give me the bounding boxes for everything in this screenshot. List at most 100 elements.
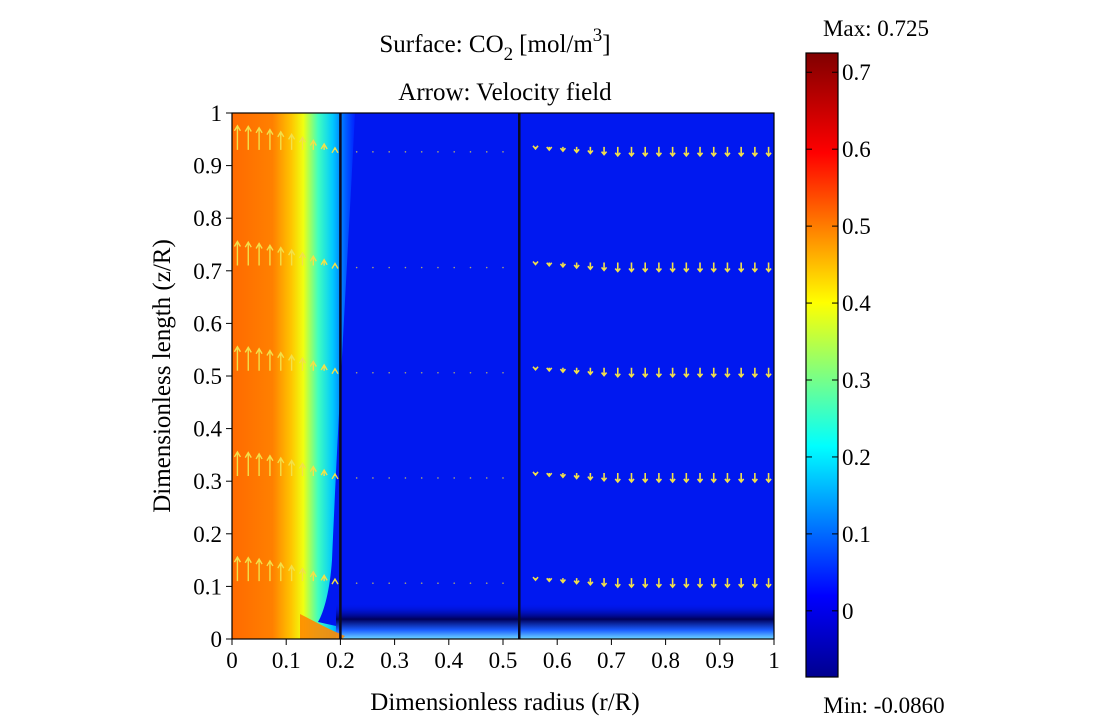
velocity-arrow-up	[298, 135, 307, 150]
velocity-arrow-down	[587, 578, 594, 587]
velocity-arrow-up	[298, 462, 307, 476]
x-tick-label: 0.8	[651, 648, 680, 673]
y-tick-label: 0.9	[193, 154, 222, 179]
colorbar-tick-label: 0	[842, 599, 854, 624]
velocity-arrow-down	[642, 472, 649, 484]
velocity-arrow-down	[559, 367, 567, 374]
velocity-arrow-down	[765, 146, 772, 158]
velocity-arrow-down	[600, 578, 608, 588]
velocity-arrow-down	[573, 578, 580, 585]
velocity-arrow-up	[244, 346, 252, 371]
colorbar-tick-label: 0.2	[842, 445, 871, 470]
chart-title-arrow: Arrow: Velocity field	[398, 79, 612, 106]
velocity-dot	[404, 477, 407, 479]
velocity-dot	[420, 151, 423, 153]
velocity-arrow-down	[559, 146, 567, 153]
velocity-arrow-down	[683, 472, 690, 484]
velocity-arrow-down	[559, 472, 567, 479]
velocity-arrow-down	[532, 145, 539, 151]
velocity-arrow-up	[288, 564, 296, 582]
velocity-dot	[355, 266, 358, 269]
velocity-arrow-down	[559, 578, 567, 584]
velocity-arrow-down	[710, 472, 717, 484]
velocity-arrow-up	[244, 556, 252, 582]
velocity-arrow-down	[669, 472, 676, 484]
velocity-dot	[355, 582, 358, 584]
velocity-arrow-down	[614, 146, 621, 158]
x-tick-label: 1	[768, 648, 780, 673]
velocity-arrow-up	[309, 570, 317, 582]
velocity-arrow-down	[751, 262, 758, 273]
x-tick-label: 0.6	[543, 648, 572, 673]
velocity-arrow-down	[696, 262, 704, 273]
velocity-arrow-down	[765, 262, 772, 273]
velocity-arrow-up	[233, 240, 242, 266]
velocity-arrow-down	[587, 472, 594, 481]
velocity-arrow-down	[669, 262, 676, 273]
velocity-arrow-up	[309, 360, 317, 371]
velocity-dot	[469, 371, 472, 374]
velocity-arrow-up	[288, 133, 296, 150]
velocity-arrow-up	[277, 456, 285, 476]
velocity-arrow-up	[320, 363, 328, 371]
velocity-arrow-down	[696, 367, 704, 378]
velocity-dot	[453, 151, 456, 153]
velocity-arrow-up	[255, 347, 263, 371]
velocity-arrow-up	[255, 557, 263, 582]
velocity-arrow-up	[266, 454, 274, 476]
velocity-arrow-down	[738, 262, 745, 273]
x-tick-label: 0.2	[326, 648, 355, 673]
y-tick-label: 0.6	[193, 311, 222, 336]
velocity-dot	[420, 477, 423, 479]
velocity-dot	[355, 371, 358, 374]
velocity-arrow-down	[683, 578, 690, 589]
velocity-arrow-down	[724, 146, 731, 158]
velocity-dot	[502, 477, 504, 479]
velocity-arrow-up	[277, 351, 285, 371]
y-axis-ticks: 0 0.1 0.2 0.3 0.4 0.5 0.6 0.7 0.8 0.9 1	[193, 101, 232, 652]
velocity-arrow-down	[669, 146, 676, 158]
velocity-arrow-up	[331, 146, 339, 154]
velocity-arrow-up	[309, 139, 317, 150]
x-tick-label: 0.3	[380, 648, 409, 673]
velocity-arrow-down	[628, 367, 635, 378]
velocity-arrow-up	[309, 465, 317, 476]
velocity-arrow-up	[309, 254, 317, 266]
x-tick-label: 0	[226, 648, 238, 673]
velocity-arrow-down	[628, 262, 635, 273]
velocity-dot	[420, 266, 423, 269]
velocity-dot	[388, 266, 390, 269]
velocity-arrow-up	[288, 353, 296, 371]
velocity-arrow-down	[710, 146, 717, 158]
x-axis-label: Dimensionless radius (r/R)	[370, 689, 639, 716]
velocity-dot	[437, 477, 439, 479]
velocity-arrow-down	[642, 367, 649, 378]
velocity-dot	[453, 371, 456, 374]
velocity-arrow-down	[614, 472, 621, 484]
velocity-arrow-down	[738, 578, 745, 589]
velocity-dot	[485, 371, 488, 374]
velocity-dot	[372, 371, 374, 374]
velocity-arrow-up	[331, 577, 339, 585]
velocity-dot	[502, 371, 504, 374]
lumen-bottom-corner	[300, 614, 345, 639]
velocity-dot	[485, 266, 488, 269]
velocity-arrow-down	[683, 146, 690, 158]
colorbar-tick-label: 0.7	[842, 60, 871, 85]
velocity-arrow-down	[765, 367, 772, 378]
velocity-dot	[355, 477, 358, 479]
velocity-arrow-down	[532, 261, 539, 266]
velocity-arrow-up	[244, 125, 252, 150]
velocity-arrow-up	[255, 126, 263, 150]
velocity-arrow-up	[255, 242, 263, 266]
velocity-arrow-down	[751, 367, 758, 378]
velocity-arrow-down	[546, 577, 553, 583]
velocity-dot	[437, 582, 439, 584]
velocity-arrow-down	[532, 471, 539, 477]
velocity-dot	[469, 266, 472, 269]
velocity-arrow-down	[724, 367, 731, 378]
velocity-dot	[372, 151, 374, 153]
velocity-arrow-down	[642, 146, 649, 158]
velocity-dot	[485, 477, 488, 479]
